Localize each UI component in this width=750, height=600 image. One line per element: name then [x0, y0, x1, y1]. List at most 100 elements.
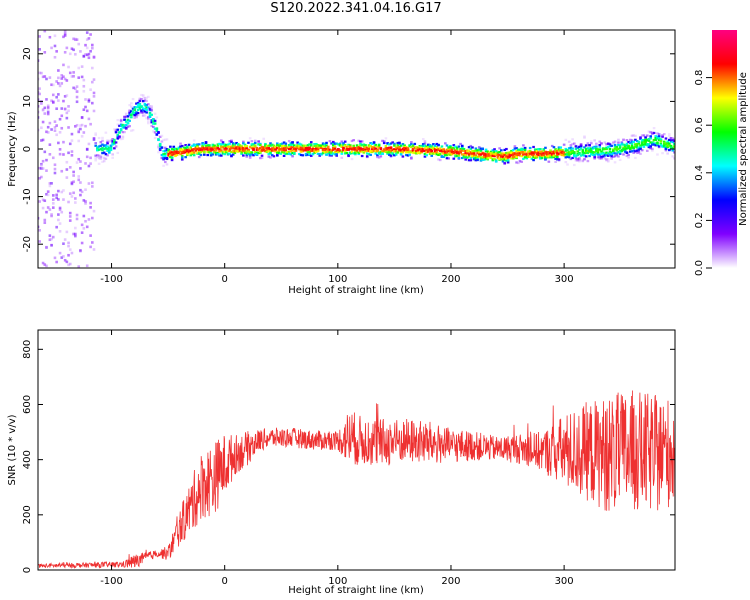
spectrogram-cell: [469, 152, 473, 155]
spectrogram-cell: [72, 86, 75, 90]
spectrogram-cell: [613, 152, 617, 155]
spectrogram-cell: [180, 158, 184, 161]
spectrogram-cell: [593, 153, 596, 157]
spectrogram-cell: [116, 119, 120, 122]
spectrogram-cell: [381, 151, 384, 154]
colorbar-tick-label: 0.4: [694, 165, 705, 181]
spectrogram-cell: [223, 147, 226, 150]
spectrogram-cell: [671, 140, 675, 144]
spectrogram-cell: [396, 151, 400, 154]
spectrogram-cell: [369, 153, 372, 157]
spectrogram-cell: [51, 198, 55, 201]
colorbar-tick-label: 0.0: [694, 260, 705, 276]
spectrogram-cell: [216, 153, 220, 156]
spectrogram-cell: [135, 106, 138, 109]
spectrogram-cell: [598, 143, 602, 147]
spectrogram-cell: [50, 99, 53, 103]
spectrogram-cell: [328, 152, 332, 155]
spectrogram-cell: [523, 148, 527, 152]
spectrogram-cell: [664, 137, 668, 140]
spectrogram-cell: [406, 151, 410, 154]
spectrogram-cell: [421, 148, 425, 151]
spectrogram-cell: [286, 150, 289, 154]
spectrogram-cell: [639, 146, 642, 149]
spectrogram-cell: [238, 144, 242, 147]
spectrogram-cell: [410, 145, 413, 149]
spectrogram-cell: [545, 151, 549, 154]
spectrogram-cell: [170, 153, 174, 157]
spectrogram-cell: [348, 147, 352, 150]
spectrogram-cell: [537, 151, 540, 154]
spectrogram-cell: [403, 144, 406, 147]
spectrogram-cell: [119, 129, 123, 132]
spectrogram-cell: [445, 144, 449, 147]
spectrogram-cell: [444, 153, 447, 157]
spectrogram-cell: [612, 148, 615, 151]
spectrogram-cell: [247, 152, 250, 155]
spectrogram-cell: [147, 117, 150, 120]
spectrogram-cell: [250, 147, 254, 150]
spectrogram-cell: [533, 151, 537, 154]
spectrogram-cell: [578, 152, 581, 155]
spectrogram-cell: [520, 154, 523, 158]
spectrogram-cell: [460, 146, 464, 149]
spectrogram-cell: [457, 156, 461, 160]
spectrogram-cell: [460, 153, 464, 156]
spectrogram-cell: [170, 148, 174, 151]
spectrogram-cell: [153, 119, 157, 122]
spectrogram-cell: [101, 139, 104, 142]
spectrogram-cell: [257, 151, 260, 155]
spectrogram-cell: [348, 145, 352, 148]
spectrogram-cell: [598, 153, 602, 156]
spectrogram-cell: [464, 150, 467, 153]
spectrogram-cell: [101, 160, 104, 163]
spectrogram-cell: [130, 110, 133, 113]
spectrogram-cell: [615, 152, 619, 155]
spectrogram-cell: [294, 146, 298, 149]
spectrogram-cell: [352, 152, 355, 155]
spectrogram-cell: [118, 135, 121, 138]
spectrogram-cell: [106, 142, 109, 145]
spectrogram-cell: [340, 144, 344, 147]
spectrogram-cell: [435, 153, 439, 156]
spectrogram-cell: [138, 106, 142, 109]
spectrogram-cell: [275, 151, 279, 154]
spectrogram-cell: [342, 143, 345, 146]
spectrogram-cell: [221, 146, 225, 149]
spectrogram-cell: [267, 153, 271, 156]
spectrogram-cell: [50, 214, 53, 218]
spectrogram-cell: [45, 98, 48, 101]
spectrogram-cell: [275, 154, 279, 157]
spectrogram-cell: [359, 149, 362, 152]
spectrogram-cell: [87, 100, 91, 103]
spectrogram-cell: [350, 148, 354, 151]
spectrogram-cell: [89, 245, 92, 249]
spectrogram-cell: [208, 144, 211, 147]
spectrogram-cell: [46, 131, 50, 134]
spectrogram-cell: [48, 234, 52, 237]
spectrogram-cell: [265, 146, 269, 149]
spectrogram-cell: [60, 107, 64, 110]
spectrogram-cell: [428, 144, 432, 147]
spectrogram-cell: [388, 143, 391, 146]
spectrogram-cell: [388, 146, 391, 149]
spectrogram-cell: [420, 144, 423, 148]
spectrogram-cell: [38, 71, 41, 75]
spectrogram-cell: [225, 147, 228, 150]
spectrogram-cell: [272, 155, 276, 158]
spectrogram-cell: [192, 148, 196, 151]
spectrogram-cell: [472, 154, 476, 157]
spectrogram-cell: [55, 193, 58, 197]
spectrogram-cell: [669, 146, 673, 149]
spectrogram-cell: [371, 149, 374, 153]
spectrogram-cell: [345, 145, 349, 149]
spectrogram-cell: [379, 148, 383, 151]
spectrogram-cell: [615, 148, 619, 151]
spectrogram-cell: [216, 144, 220, 147]
spectrogram-cell: [393, 148, 396, 151]
spectrogram-cell: [92, 109, 96, 113]
spectrogram-cell: [62, 153, 65, 156]
snr-x-tick-label: 300: [555, 576, 574, 587]
spectrogram-cell: [46, 190, 50, 193]
spectrogram-cell: [668, 148, 671, 152]
